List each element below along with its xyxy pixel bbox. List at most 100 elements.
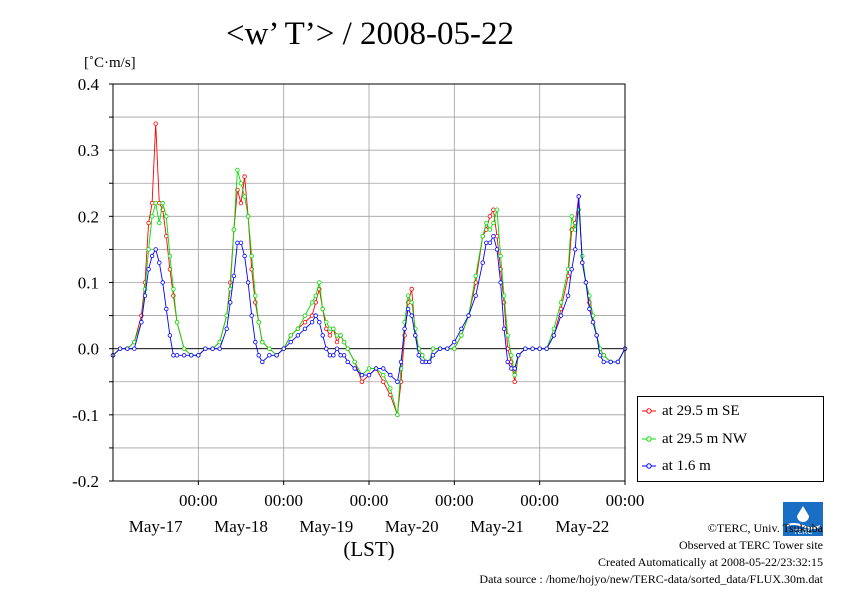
data-point <box>473 273 478 279</box>
legend-marker-se-icon <box>642 408 656 414</box>
data-point <box>466 313 471 318</box>
data-point <box>551 326 557 331</box>
data-point <box>245 280 251 285</box>
data-point <box>459 333 464 338</box>
data-point <box>594 333 599 338</box>
legend-label-se: at 29.5 m SE <box>662 402 740 419</box>
data-point <box>174 353 180 358</box>
data-point <box>260 339 265 345</box>
data-point <box>309 313 315 318</box>
data-point <box>402 326 407 331</box>
x-tick-time: 00:00 <box>179 491 218 510</box>
x-tick-date: May-21 <box>470 517 524 536</box>
x-tick-date: May-22 <box>555 517 609 536</box>
data-point <box>139 320 144 325</box>
data-point <box>491 207 496 212</box>
data-point <box>224 326 229 331</box>
data-point <box>149 200 155 206</box>
data-point <box>142 293 148 298</box>
data-point <box>324 346 329 351</box>
data-point <box>125 346 130 351</box>
data-point <box>231 273 237 279</box>
data-point <box>608 359 613 365</box>
y-tick-label: 0.2 <box>78 207 99 226</box>
data-point <box>491 220 496 226</box>
x-axis-label: (LST) <box>343 537 394 561</box>
series-layer <box>110 121 628 417</box>
data-point <box>459 326 464 331</box>
data-point <box>160 200 165 206</box>
data-point <box>551 333 557 338</box>
data-point <box>498 280 503 285</box>
terc-logo-icon: TERC <box>783 502 823 536</box>
data-point <box>167 253 173 259</box>
data-point <box>331 326 336 331</box>
x-tick-time: 00:00 <box>435 491 474 510</box>
data-point <box>381 366 386 371</box>
data-point <box>420 359 425 365</box>
data-point <box>405 306 411 312</box>
y-axis: 0.4 0.3 0.2 0.1 0.0 -0.1 -0.2 <box>72 75 113 491</box>
y-tick-label: -0.2 <box>72 472 99 491</box>
data-point <box>238 200 244 206</box>
data-point <box>153 200 158 206</box>
data-point <box>583 280 589 285</box>
data-point <box>345 346 350 351</box>
data-point <box>473 293 478 298</box>
data-point <box>217 339 222 345</box>
data-point <box>117 346 123 351</box>
x-tick-date: May-17 <box>129 517 183 536</box>
data-point <box>288 339 293 345</box>
data-point <box>146 220 151 226</box>
data-point <box>317 320 322 325</box>
data-point <box>181 353 187 358</box>
data-point <box>242 194 247 199</box>
data-point <box>309 320 315 325</box>
data-point <box>505 359 510 365</box>
data-point <box>565 267 571 272</box>
data-point <box>334 333 340 338</box>
data-point <box>395 379 400 384</box>
data-point <box>157 220 162 226</box>
data-point <box>345 359 350 365</box>
data-point <box>437 346 443 351</box>
data-point <box>430 346 436 351</box>
data-point <box>565 293 571 298</box>
data-point <box>153 121 158 126</box>
data-point <box>242 174 247 179</box>
x-tick-time: 00:00 <box>520 491 559 510</box>
x-tick-time: 00:00 <box>606 491 645 510</box>
y-tick-label: 0.1 <box>78 274 99 293</box>
data-point <box>317 280 322 285</box>
data-point <box>423 359 429 365</box>
data-point <box>302 326 308 331</box>
data-point <box>573 247 578 252</box>
data-point <box>302 320 308 325</box>
data-point <box>484 240 489 245</box>
data-point <box>512 366 517 371</box>
data-point <box>544 346 549 351</box>
data-point <box>171 353 176 358</box>
data-point <box>597 353 603 358</box>
data-point <box>196 353 201 358</box>
legend-marker-low-icon <box>642 463 656 469</box>
data-point <box>189 353 194 358</box>
data-point <box>352 366 357 371</box>
data-point <box>327 326 333 331</box>
data-point <box>487 214 493 219</box>
data-point <box>238 181 244 186</box>
data-point <box>452 339 457 345</box>
data-point <box>327 353 333 358</box>
data-point <box>537 346 542 351</box>
data-point <box>530 346 535 351</box>
y-tick-label: 0.0 <box>78 340 99 359</box>
data-point <box>430 353 436 358</box>
legend-item-se: at 29.5 m SE <box>642 399 740 423</box>
data-point <box>512 379 517 384</box>
data-point <box>512 372 517 378</box>
data-point <box>395 412 400 417</box>
footer-created: Created Automatically at 2008-05-22/23:3… <box>598 555 823 569</box>
data-point <box>309 300 315 305</box>
legend-item-low: at 1.6 m <box>642 454 711 478</box>
data-point <box>320 333 325 338</box>
